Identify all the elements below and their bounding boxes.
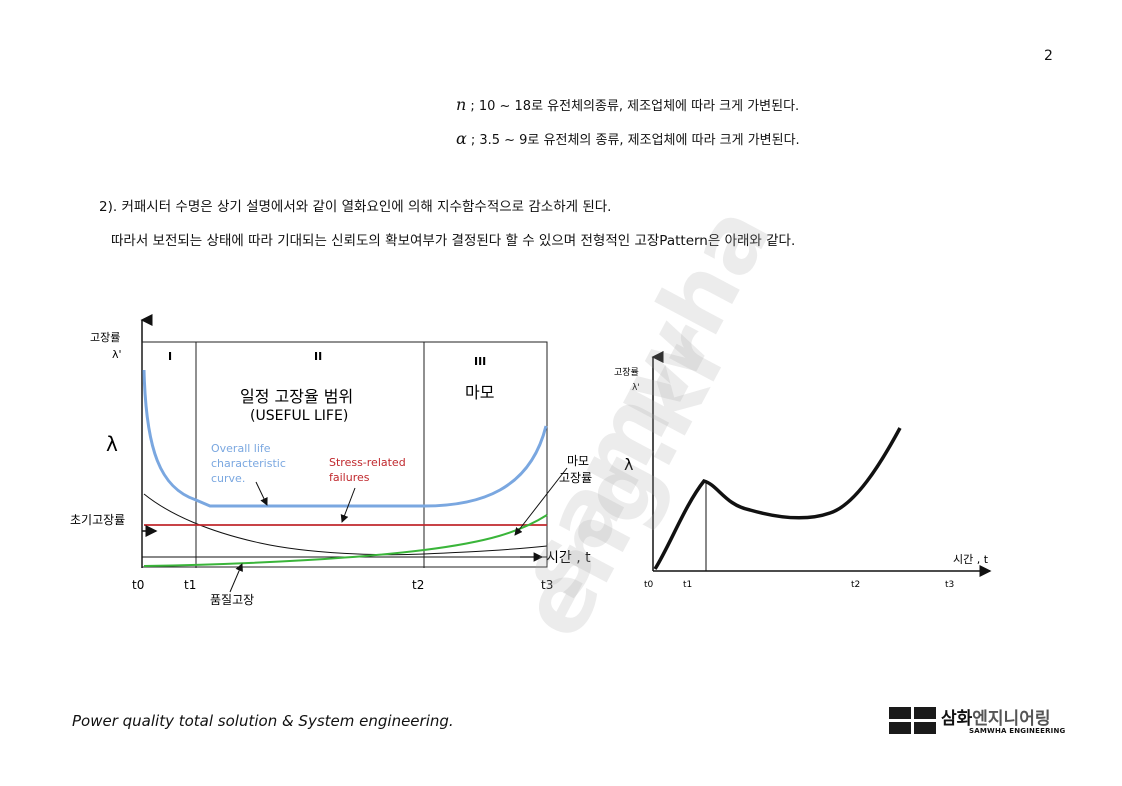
useful-life-ko: 일정 고장율 범위 <box>240 387 353 406</box>
left-y-label-sym: λ' <box>112 348 122 361</box>
footer-tagline: Power quality total solution & System en… <box>72 712 454 730</box>
left-tick-t2: t2 <box>412 578 424 592</box>
right-tick-t0: t0 <box>644 580 654 590</box>
param-alpha-text: ; 3.5 ~ 9로 유전체의 종류, 제조업체에 따라 크게 가변된다. <box>470 133 800 148</box>
param-n-symbol: n <box>456 95 467 114</box>
stress-label-arrow <box>340 487 356 523</box>
quality-failure-label: 품질고장 <box>210 593 254 607</box>
overall-label-2: characteristic <box>211 457 286 470</box>
page-number: 2 <box>1044 48 1053 64</box>
early-failure-curve <box>143 493 548 556</box>
wearout-ko-label: 마모 <box>465 383 494 402</box>
bathtub-curve-chart: I II III 고장률 λ' λ 초기고장률 일정 고장율 범위 (USEFU… <box>70 314 592 607</box>
stress-label-2: failures <box>329 471 370 484</box>
param-n-text: ; 10 ~ 18로 유전체의종류, 제조업체에 따라 크게 가변된다. <box>470 99 800 114</box>
wearout-curve <box>143 514 548 567</box>
param-n-line: n; 10 ~ 18로 유전체의종류, 제조업체에 따라 크게 가변된다. <box>456 95 799 114</box>
left-time-label: 시간 , t <box>546 550 591 566</box>
quality-failure-arrow <box>229 563 243 593</box>
company-logo: 삼화엔지니어링 SAMWHA ENGINEERING <box>889 706 1065 738</box>
right-lambda-label: λ <box>624 455 633 474</box>
failure-rate-sketch-chart: 고장률 λ' λ 시간 , t t0 t1 t2 t3 <box>614 351 992 590</box>
overall-label-1: Overall life <box>211 442 271 455</box>
right-y-label-sym: λ' <box>632 383 640 393</box>
overall-label-3: curve. <box>211 472 245 485</box>
right-tick-t3: t3 <box>945 580 954 590</box>
right-tick-t1: t1 <box>683 580 692 590</box>
left-plot-box <box>141 341 548 568</box>
right-y-label-ko: 고장률 <box>614 367 639 378</box>
region-label-1: I <box>168 350 172 363</box>
left-lambda-label: λ <box>106 432 118 456</box>
wearout-label-arrow <box>514 467 568 536</box>
logo-korean-name: 삼화엔지니어링 <box>941 709 1051 729</box>
paragraph-capacitor-life: 2). 커패시터 수명은 상기 설명에서와 같이 열화요인에 의해 지수함수적으… <box>99 199 612 215</box>
wearout-label-2: 고장률 <box>559 471 592 485</box>
right-failure-curve <box>653 427 902 570</box>
right-time-label: 시간 , t <box>953 553 989 566</box>
left-tick-t0: t0 <box>132 578 144 592</box>
left-tick-t1: t1 <box>184 578 196 592</box>
param-alpha-line: α; 3.5 ~ 9로 유전체의 종류, 제조업체에 따라 크게 가변된다. <box>456 129 800 148</box>
right-tick-t2: t2 <box>851 580 860 590</box>
region-label-3: III <box>474 355 486 368</box>
early-failure-label: 초기고장률 <box>70 513 125 527</box>
overall-life-curve <box>142 369 548 508</box>
left-tick-t3: t3 <box>541 578 553 592</box>
param-alpha-symbol: α <box>456 129 467 148</box>
logo-mark <box>889 707 937 735</box>
left-y-label-ko: 고장률 <box>90 331 120 344</box>
overall-label-arrow <box>255 481 268 506</box>
useful-life-en: (USEFUL LIFE) <box>250 408 348 424</box>
wearout-label-1: 마모 <box>567 454 589 468</box>
stress-label-1: Stress-related <box>329 456 406 469</box>
paragraph-failure-pattern: 따라서 보전되는 상태에 따라 기대되는 신뢰도의 확보여부가 결정된다 할 수… <box>111 233 796 249</box>
logo-english-name: SAMWHA ENGINEERING <box>969 727 1066 735</box>
region-label-2: II <box>314 350 322 363</box>
